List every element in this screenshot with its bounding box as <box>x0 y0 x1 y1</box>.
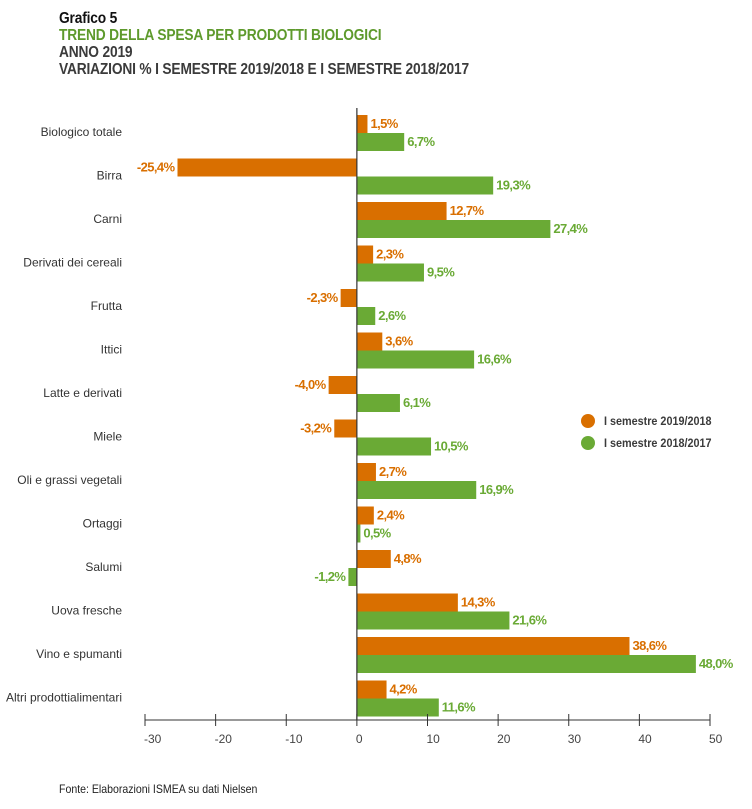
bar-series-2018-2017 <box>356 655 696 673</box>
legend-item-2018-2017: I semestre 2018/2017 <box>581 432 723 454</box>
category-label: Altri prodottialimentari <box>6 691 122 705</box>
category-label: Derivati dei cereali <box>23 256 122 270</box>
bar-series-2018-2017 <box>356 481 477 499</box>
bar-series-2018-2017 <box>356 176 494 195</box>
chart-title: TREND DELLA SPESA PER PRODOTTI BIOLOGICI <box>59 27 382 44</box>
x-axis: -30 -20 -10 0 10 20 30 40 50 <box>144 108 723 746</box>
chart-year: ANNO 2019 <box>59 44 133 61</box>
data-label: 4,2% <box>390 682 418 697</box>
category-label: Birra <box>97 169 123 183</box>
chart-subtitle: VARIAZIONI % I SEMESTRE 2019/2018 E I SE… <box>59 61 469 78</box>
category-label: Uova fresche <box>51 604 122 618</box>
category-label: Latte e derivati <box>43 386 122 400</box>
data-label: 6,7% <box>407 134 435 149</box>
data-label: -4,0% <box>295 377 327 392</box>
data-label: 9,5% <box>427 265 455 280</box>
bar-series-2019-2018 <box>356 245 374 264</box>
bar-series-2018-2017 <box>356 437 432 456</box>
category-label: Oli e grassi vegetali <box>17 473 122 487</box>
data-label: 3,6% <box>385 334 413 349</box>
data-label: 6,1% <box>403 395 431 410</box>
chart-number-label: Grafico 5 <box>59 10 118 27</box>
x-tick-label: 30 <box>568 732 582 746</box>
bar-series-2018-2017 <box>356 133 405 151</box>
bar-series-2019-2018 <box>356 550 391 568</box>
data-label: 2,6% <box>378 308 406 323</box>
data-label: 10,5% <box>434 439 469 454</box>
chart-header: Grafico 5 TREND DELLA SPESA PER PRODOTTI… <box>59 10 536 78</box>
bar-series-2018-2017 <box>348 568 357 586</box>
bar-series-2018-2017 <box>356 220 551 238</box>
data-label: 48,0% <box>699 656 734 671</box>
legend-dot-icon <box>581 414 595 428</box>
category-label: Frutta <box>91 299 123 313</box>
category-label: Carni <box>93 212 122 226</box>
category-label: Biologico totale <box>41 125 123 139</box>
bar-series-2018-2017 <box>356 394 400 412</box>
data-label: -1,2% <box>314 569 346 584</box>
data-label: 16,9% <box>479 482 514 497</box>
bar-series-2019-2018 <box>356 637 630 655</box>
bar-series-2019-2018 <box>356 202 447 220</box>
bar-series-2018-2017 <box>356 263 424 282</box>
data-label: 11,6% <box>442 700 476 715</box>
bar-series-2018-2017 <box>356 524 361 543</box>
source-note: Fonte: Elaborazioni ISMEA su dati Nielse… <box>59 782 258 796</box>
bars-layer <box>177 115 696 717</box>
bar-series-2019-2018 <box>340 289 357 307</box>
category-label: Salumi <box>85 560 122 574</box>
data-label: 1,5% <box>370 116 398 131</box>
category-label: Miele <box>93 430 122 444</box>
x-tick-label: -30 <box>144 732 162 746</box>
legend-label: I semestre 2018/2017 <box>604 436 712 450</box>
data-label: 14,3% <box>461 595 496 610</box>
category-labels-layer: Biologico totale Birra Carni Derivati dei c… <box>6 125 122 705</box>
x-tick-label: 20 <box>497 732 511 746</box>
legend: I semestre 2019/2018 I semestre 2018/201… <box>581 410 723 454</box>
data-label: 21,6% <box>512 613 547 628</box>
legend-dot-icon <box>581 436 595 450</box>
bar-series-2018-2017 <box>356 350 475 369</box>
bar-series-2019-2018 <box>356 115 368 133</box>
bar-series-2019-2018 <box>356 463 376 481</box>
data-label: 2,7% <box>379 464 407 479</box>
bar-series-2019-2018 <box>356 506 374 525</box>
bar-series-2018-2017 <box>356 611 510 630</box>
data-label: -3,2% <box>300 421 332 436</box>
data-label: 2,4% <box>377 508 405 523</box>
x-tick-label: 40 <box>638 732 652 746</box>
bar-series-2018-2017 <box>356 307 376 325</box>
data-label: 0,5% <box>363 526 391 541</box>
x-tick-label: -10 <box>285 732 303 746</box>
x-tick-label: 10 <box>427 732 441 746</box>
data-label: 19,3% <box>496 178 531 193</box>
x-tick-label: 0 <box>356 732 363 746</box>
data-label: 16,6% <box>477 352 512 367</box>
data-label: -2,3% <box>307 290 339 305</box>
data-labels-layer: 1,5% 6,7% -25,4% 19,3% 12,7% 27,4% 2,3% 9,5% -2,… <box>137 116 734 715</box>
data-label: -25,4% <box>137 160 176 175</box>
bar-series-2019-2018 <box>334 419 357 438</box>
data-label: 27,4% <box>553 221 588 236</box>
bar-series-2019-2018 <box>356 332 383 351</box>
x-tick-label: 50 <box>709 732 723 746</box>
x-tick-label: -20 <box>215 732 233 746</box>
bar-series-2018-2017 <box>356 698 439 717</box>
bar-series-2019-2018 <box>328 376 357 394</box>
category-label: Vino e spumanti <box>36 647 122 661</box>
legend-item-2019-2018: I semestre 2019/2018 <box>581 410 723 432</box>
category-label: Ittici <box>101 343 122 357</box>
data-label: 2,3% <box>376 247 404 262</box>
bar-series-2019-2018 <box>356 680 387 699</box>
bar-series-2019-2018 <box>177 158 357 177</box>
data-label: 38,6% <box>632 638 667 653</box>
data-label: 12,7% <box>450 203 485 218</box>
data-label: 4,8% <box>394 551 422 566</box>
bar-series-2019-2018 <box>356 593 458 612</box>
category-label: Ortaggi <box>83 517 122 531</box>
legend-label: I semestre 2019/2018 <box>604 414 712 428</box>
